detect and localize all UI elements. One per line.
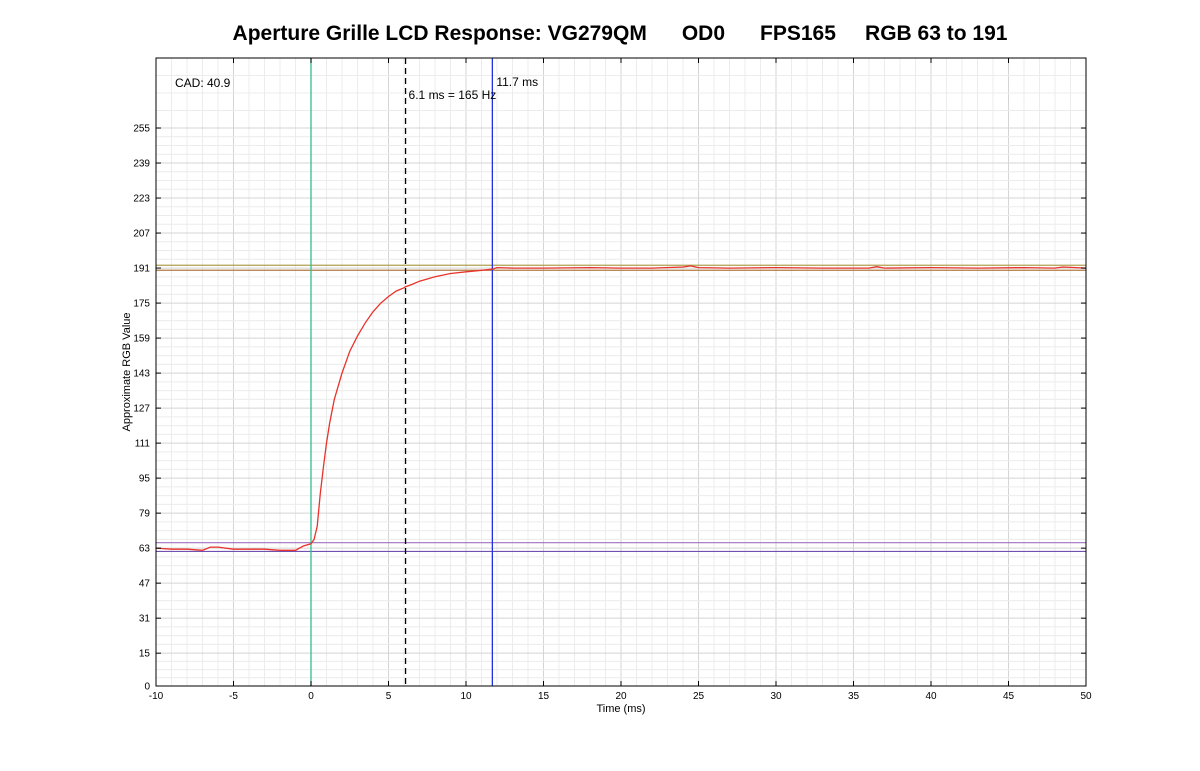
y-tick-label: 79 — [139, 509, 151, 520]
y-tick-label: 239 — [133, 159, 150, 170]
y-tick-label: 47 — [139, 579, 151, 590]
response-time-annotation: 11.7 ms — [496, 75, 538, 89]
x-tick-label: 40 — [925, 691, 937, 702]
y-tick-label: 15 — [139, 649, 151, 660]
y-axis-label: Approximate RGB Value — [121, 312, 133, 431]
x-tick-label: 5 — [386, 691, 392, 702]
grid-layer — [156, 58, 1086, 687]
y-tick-label: 0 — [144, 682, 150, 693]
x-tick-label: -10 — [149, 691, 164, 702]
x-tick-label: 25 — [693, 691, 705, 702]
y-tick-label: 143 — [133, 369, 150, 380]
y-tick-label: 95 — [139, 474, 151, 485]
y-tick-label: 63 — [139, 544, 151, 555]
y-tick-label: 255 — [133, 124, 150, 135]
y-tick-label: 31 — [139, 614, 151, 625]
x-tick-label: 10 — [460, 691, 472, 702]
x-tick-label: 30 — [770, 691, 782, 702]
axis-ticks: -10 -5 0 5 10 15 20 25 30 35 40 45 50 0 15 31 47 63 79 95 11… — [133, 58, 1092, 702]
chart-title: Aperture Grille LCD Response: VG279QM OD… — [232, 22, 1008, 45]
y-tick-label: 111 — [135, 439, 151, 450]
x-tick-label: 50 — [1080, 691, 1092, 702]
y-tick-label: 127 — [133, 404, 150, 415]
y-tick-label: 223 — [133, 194, 150, 205]
x-tick-label: 35 — [848, 691, 860, 702]
x-tick-label: 15 — [538, 691, 550, 702]
y-tick-label: 159 — [133, 334, 150, 345]
y-tick-label: 175 — [133, 299, 150, 310]
cad-annotation: CAD: 40.9 — [175, 76, 231, 90]
x-tick-label: -5 — [229, 691, 238, 702]
series-layer — [155, 265, 1087, 551]
x-tick-label: 20 — [615, 691, 627, 702]
y-tick-label: 191 — [133, 264, 150, 275]
x-tick-label: 45 — [1003, 691, 1015, 702]
frame-time-annotation: 6.1 ms = 165 Hz — [409, 88, 497, 102]
response-curve — [155, 265, 1087, 551]
y-tick-label: 207 — [133, 229, 150, 240]
x-axis-label: Time (ms) — [596, 703, 645, 715]
time-markers — [310, 58, 494, 686]
x-tick-label: 0 — [308, 691, 314, 702]
